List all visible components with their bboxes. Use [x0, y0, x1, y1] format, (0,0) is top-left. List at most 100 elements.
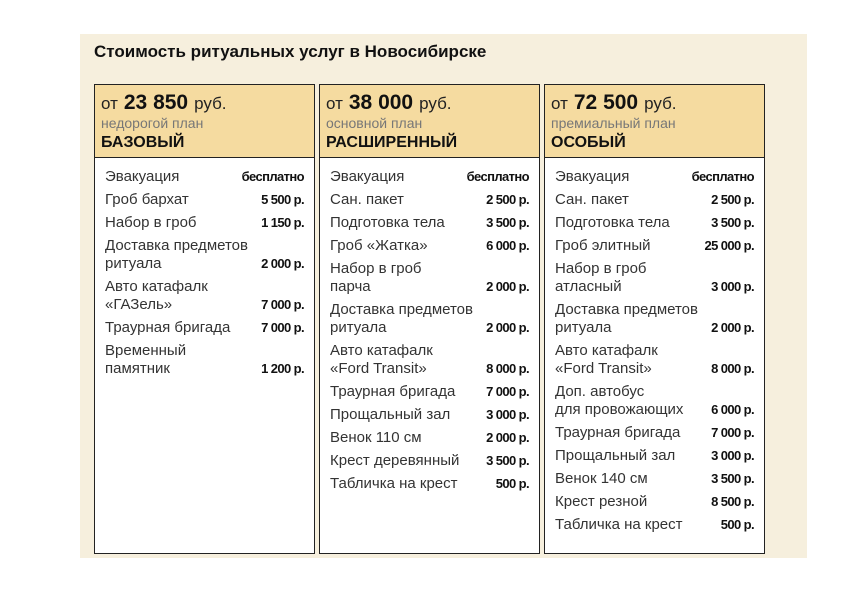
item-label: Эвакуация — [330, 168, 405, 185]
item-price: 2 000 р. — [486, 320, 530, 335]
item-label: Авто катафалк «Ford Transit» — [555, 342, 658, 377]
item-price: 3 500 р. — [486, 215, 530, 230]
item-price: 3 000 р. — [711, 448, 755, 463]
plan-header: от 38 000 руб. основной план РАСШИРЕННЫЙ — [320, 85, 539, 158]
list-item: Прощальный зал 3 000 р. — [555, 447, 755, 465]
item-price: 2 500 р. — [711, 192, 755, 207]
page-title: Стоимость ритуальных услуг в Новосибирск… — [94, 42, 487, 61]
item-price: 3 500 р. — [486, 453, 530, 468]
list-item: Доставка предметов ритуала 2 000 р. — [330, 301, 530, 337]
list-item: Гроб «Жатка» 6 000 р. — [330, 237, 530, 255]
item-price: 3 500 р. — [711, 215, 755, 230]
item-price: 2 000 р. — [486, 279, 530, 294]
item-price: 5 500 р. — [261, 192, 305, 207]
item-label: Подготовка тела — [330, 214, 445, 231]
list-item: Сан. пакет 2 500 р. — [555, 191, 755, 209]
plan-card: от 23 850 руб. недорогой план БАЗОВЫЙ Эвак… — [94, 84, 315, 554]
list-item: Венок 140 см 3 500 р. — [555, 470, 755, 488]
item-label: Авто катафалк «Ford Transit» — [330, 342, 433, 377]
item-price: бесплатно — [691, 169, 755, 184]
pricing-panel: Стоимость ритуальных услуг в Новосибирск… — [80, 34, 807, 558]
item-label: Крест деревянный — [330, 452, 460, 469]
item-price: 7 000 р. — [711, 425, 755, 440]
list-item: Набор в гроб 1 150 р. — [105, 214, 305, 232]
item-label: Табличка на крест — [555, 516, 683, 533]
item-label: Траурная бригада — [555, 424, 681, 441]
item-label: Авто катафалк «ГАЗель» — [105, 278, 208, 313]
list-item: Траурная бригада 7 000 р. — [330, 383, 530, 401]
price-currency: руб. — [419, 94, 452, 113]
item-label: Временный памятник — [105, 342, 187, 377]
item-price: 3 000 р. — [711, 279, 755, 294]
list-item: Венок 110 см 2 000 р. — [330, 429, 530, 447]
plan-header: от 72 500 руб. премиальный план ОСОБЫЙ — [545, 85, 764, 158]
item-price: 6 000 р. — [486, 238, 530, 253]
item-label: Прощальный зал — [555, 447, 676, 464]
list-item: Гроб элитный 25 000 р. — [555, 237, 755, 255]
list-item: Авто катафалк «Ford Transit» 8 000 р. — [330, 342, 530, 378]
item-price: 7 000 р. — [261, 320, 305, 335]
item-label: Прощальный зал — [330, 406, 451, 423]
list-item: Траурная бригада 7 000 р. — [105, 319, 305, 337]
list-item: Доставка предметов ритуала 2 000 р. — [105, 237, 305, 273]
item-price: 500 р. — [495, 476, 530, 491]
plan-price: от 72 500 руб. — [551, 91, 764, 115]
list-item: Набор в гроб парча 2 000 р. — [330, 260, 530, 296]
item-price: 2 500 р. — [486, 192, 530, 207]
price-prefix: от — [326, 94, 343, 113]
item-price: 7 000 р. — [486, 384, 530, 399]
plan-items: Эвакуация бесплатно Сан. пакет 2 500 р. Подг… — [545, 158, 764, 534]
plan-items: Эвакуация бесплатно Сан. пакет 2 500 р. Подг… — [320, 158, 539, 493]
item-price: 3 500 р. — [711, 471, 755, 486]
list-item: Эвакуация бесплатно — [330, 168, 530, 186]
item-label: Доставка предметов ритуала — [105, 237, 248, 272]
plan-name: РАСШИРЕННЫЙ — [326, 134, 458, 151]
plan-price: от 23 850 руб. — [101, 91, 314, 115]
item-price: 1 200 р. — [261, 361, 305, 376]
list-item: Сан. пакет 2 500 р. — [330, 191, 530, 209]
list-item: Временный памятник 1 200 р. — [105, 342, 305, 378]
price-currency: руб. — [644, 94, 677, 113]
list-item: Авто катафалк «Ford Transit» 8 000 р. — [555, 342, 755, 378]
plan-items: Эвакуация бесплатно Гроб бархат 5 500 р. Наб… — [95, 158, 314, 378]
price-prefix: от — [101, 94, 118, 113]
item-price: 3 000 р. — [486, 407, 530, 422]
item-price: бесплатно — [241, 169, 305, 184]
item-label: Гроб бархат — [105, 191, 189, 208]
item-label: Подготовка тела — [555, 214, 670, 231]
list-item: Траурная бригада 7 000 р. — [555, 424, 755, 442]
price-currency: руб. — [194, 94, 227, 113]
item-label: Венок 110 см — [330, 429, 422, 446]
item-label: Набор в гроб атласный — [555, 260, 647, 295]
item-label: Табличка на крест — [330, 475, 458, 492]
plan-name: БАЗОВЫЙ — [101, 134, 185, 151]
item-label: Эвакуация — [555, 168, 630, 185]
list-item: Доставка предметов ритуала 2 000 р. — [555, 301, 755, 337]
item-price: бесплатно — [466, 169, 530, 184]
list-item: Эвакуация бесплатно — [555, 168, 755, 186]
list-item: Крест деревянный 3 500 р. — [330, 452, 530, 470]
item-price: 1 150 р. — [261, 215, 305, 230]
item-label: Доставка предметов ритуала — [555, 301, 698, 336]
item-label: Венок 140 см — [555, 470, 648, 487]
item-price: 2 000 р. — [711, 320, 755, 335]
price-value: 23 850 — [123, 91, 189, 114]
item-label: Эвакуация — [105, 168, 180, 185]
item-label: Доставка предметов ритуала — [330, 301, 473, 336]
plan-name: ОСОБЫЙ — [551, 134, 626, 151]
item-price: 8 000 р. — [711, 361, 755, 376]
item-label: Крест резной — [555, 493, 648, 510]
item-price: 25 000 р. — [704, 238, 754, 253]
item-price: 2 000 р. — [261, 256, 305, 271]
item-label: Доп. автобус для провожающих — [555, 383, 684, 418]
price-value: 72 500 — [573, 91, 639, 114]
item-label: Набор в гроб парча — [330, 260, 422, 295]
item-price: 8 000 р. — [486, 361, 530, 376]
list-item: Гроб бархат 5 500 р. — [105, 191, 305, 209]
plan-subtitle: премиальный план — [551, 115, 676, 131]
list-item: Набор в гроб атласный 3 000 р. — [555, 260, 755, 296]
item-label: Сан. пакет — [555, 191, 629, 208]
list-item: Табличка на крест 500 р. — [330, 475, 530, 493]
plan-price: от 38 000 руб. — [326, 91, 539, 115]
item-price: 8 500 р. — [711, 494, 755, 509]
